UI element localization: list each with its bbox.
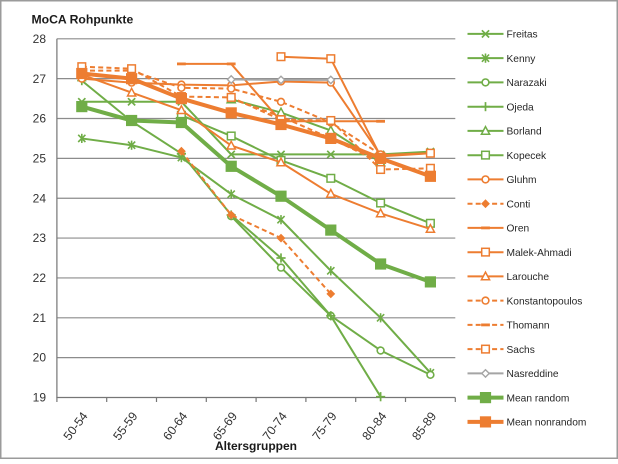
svg-text:Nasreddine: Nasreddine	[507, 369, 559, 380]
svg-text:Malek-Ahmadi: Malek-Ahmadi	[507, 248, 572, 259]
svg-text:Larouche: Larouche	[507, 272, 550, 283]
svg-text:25: 25	[33, 152, 47, 166]
svg-text:MoCA Rohpunkte: MoCA Rohpunkte	[32, 13, 134, 27]
svg-text:Mean nonrandom: Mean nonrandom	[507, 418, 587, 429]
svg-text:Narazaki: Narazaki	[507, 78, 547, 89]
svg-text:Conti: Conti	[507, 199, 531, 210]
svg-text:Gluhm: Gluhm	[507, 175, 537, 186]
svg-text:Borland: Borland	[507, 127, 542, 138]
svg-text:Freitas: Freitas	[507, 30, 538, 41]
svg-text:22: 22	[33, 271, 47, 285]
svg-text:23: 23	[33, 231, 47, 245]
svg-text:21: 21	[33, 311, 47, 325]
svg-text:26: 26	[33, 112, 47, 126]
svg-text:Mean random: Mean random	[507, 393, 570, 404]
svg-text:Thomann: Thomann	[507, 321, 550, 332]
svg-text:Kopecek: Kopecek	[507, 151, 548, 162]
svg-text:Kenny: Kenny	[507, 54, 537, 65]
svg-text:27: 27	[33, 72, 47, 86]
svg-text:Konstantopoulos: Konstantopoulos	[507, 296, 583, 307]
svg-text:Ojeda: Ojeda	[507, 102, 535, 113]
svg-text:24: 24	[33, 191, 47, 205]
svg-text:Altersgruppen: Altersgruppen	[215, 439, 297, 453]
svg-text:19: 19	[33, 391, 47, 405]
svg-text:28: 28	[33, 32, 47, 46]
svg-text:Sachs: Sachs	[507, 345, 535, 356]
svg-text:Oren: Oren	[507, 224, 530, 235]
svg-text:20: 20	[33, 351, 47, 365]
